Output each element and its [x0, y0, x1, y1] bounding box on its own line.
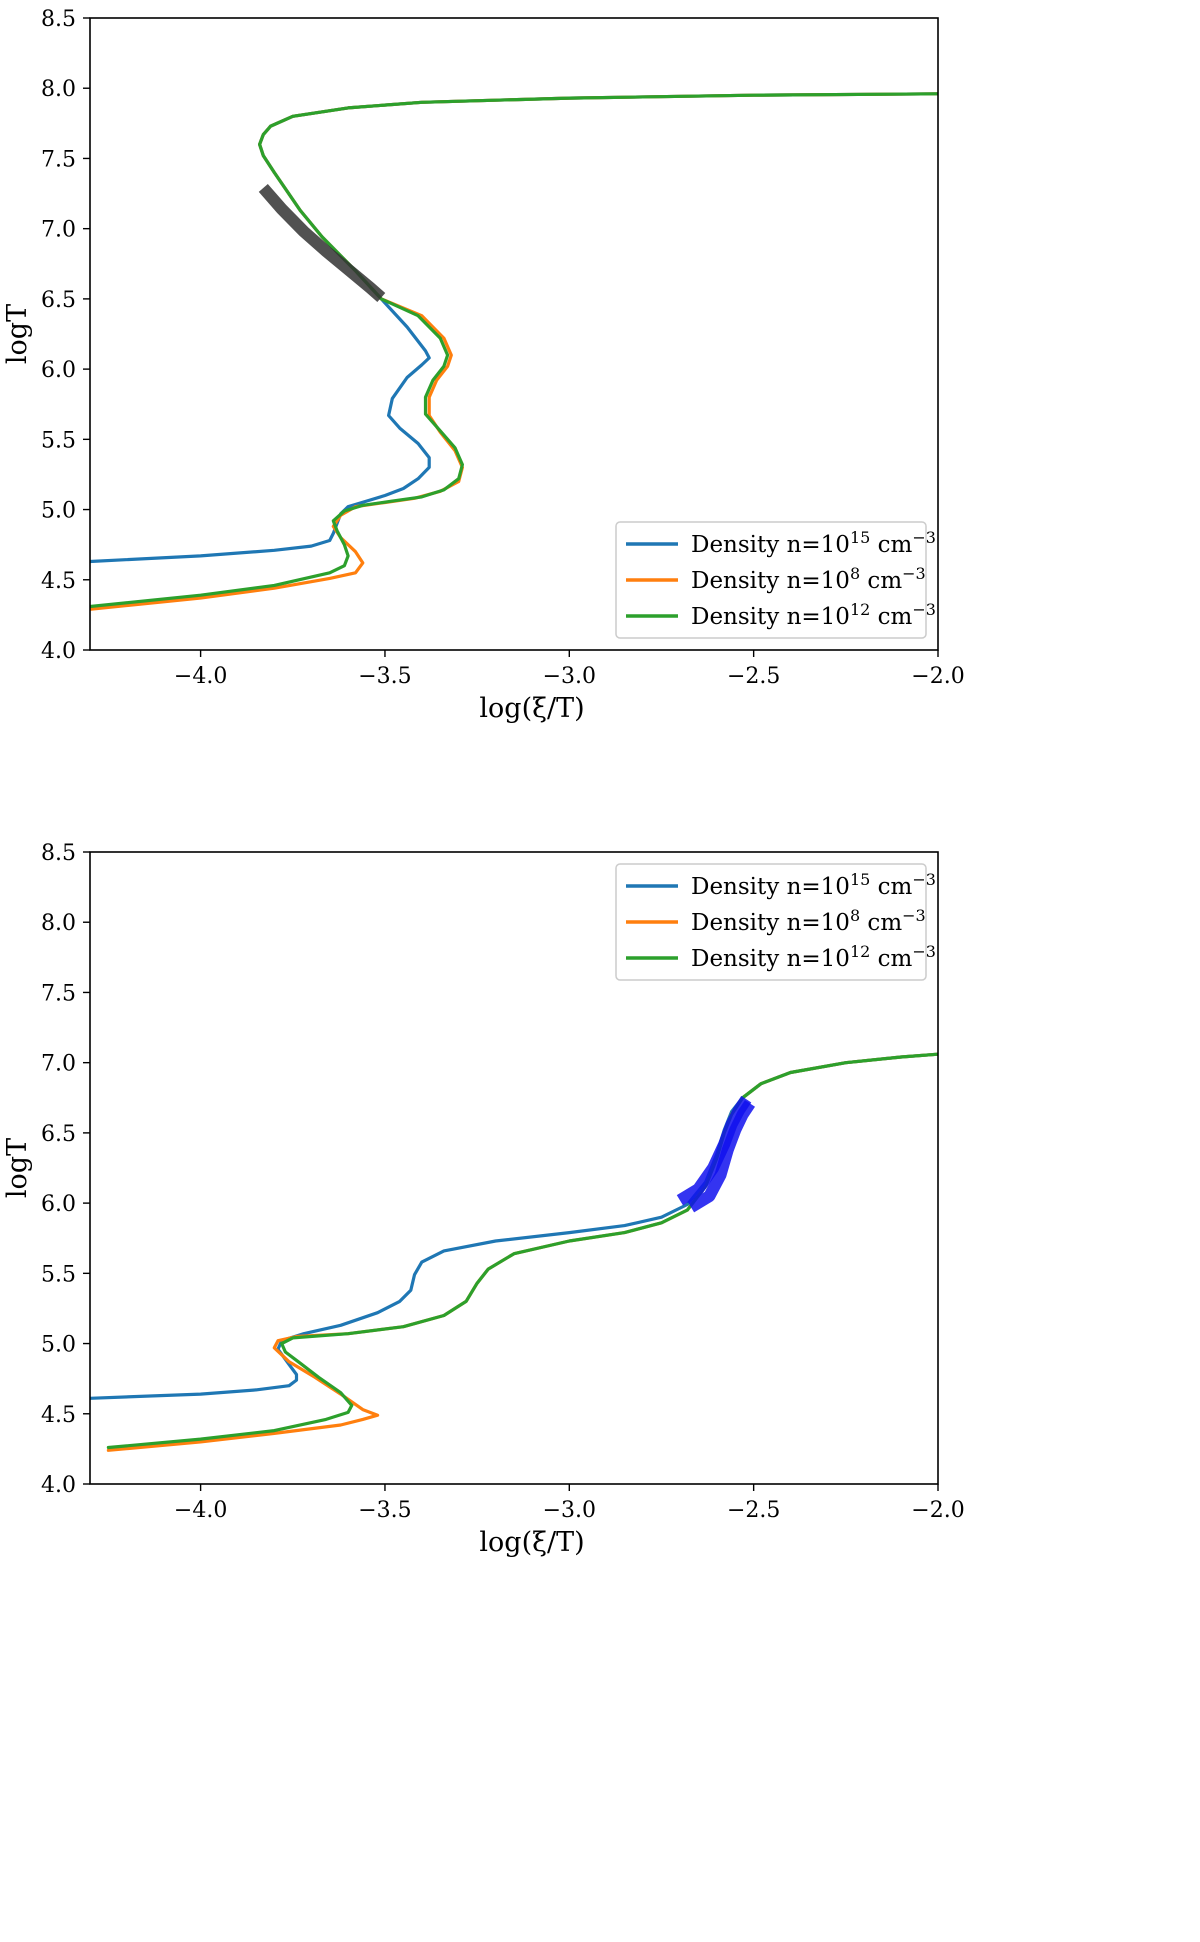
panel2-series-line-3 — [106, 1052, 938, 1450]
panel2-x-tick-label: −3.5 — [358, 1498, 411, 1523]
panel2-x-axis-label: log(ξ/T) — [479, 1527, 584, 1558]
panel2-series-group — [90, 1052, 938, 1452]
panel2-y-tick-label: 8.5 — [41, 841, 76, 866]
panel1-series-group — [90, 92, 938, 611]
panel1-y-tick-label: 6.5 — [41, 288, 76, 313]
panel2-y-tick-label: 7.0 — [41, 1052, 76, 1077]
panel2-y-tick-label: 6.0 — [41, 1192, 76, 1217]
panel2-y-tick-label: 6.5 — [41, 1122, 76, 1147]
panel1-legend: Density n=1015 cm−3 Density n=108 cm−3 Den… — [615, 521, 936, 639]
panel2-series-line-1 — [90, 1052, 938, 1400]
panel2-legend-label-2: Density n=108 cm−3 — [691, 906, 926, 937]
panel1-series-line-1 — [90, 92, 938, 564]
panel1-y-tick-label: 5.0 — [41, 499, 76, 524]
panel2-y-axis-label: logT — [2, 1138, 33, 1198]
panel1-y-tick-label: 7.0 — [41, 218, 76, 243]
panel2-legend-box — [615, 863, 927, 981]
panel2-x-tick-label: −2.0 — [911, 1498, 964, 1523]
panel2-y-tick-label: 7.5 — [41, 981, 76, 1006]
panel1-y-tick-label: 5.5 — [41, 428, 76, 453]
panel1-series-line-3 — [90, 92, 938, 609]
panel2-axes-frame — [89, 851, 939, 1485]
panel1-legend-box — [615, 521, 927, 639]
panel1-legend-label-1: Density n=1015 cm−3 — [691, 528, 936, 559]
panel1-x-axis-label: log(ξ/T) — [479, 693, 584, 724]
panel1-x-tick-label: −4.0 — [174, 664, 227, 689]
panel2-legend: Density n=1015 cm−3 Density n=108 cm−3 Den… — [615, 863, 936, 981]
panel1-x-tick-label: −3.0 — [543, 664, 596, 689]
panel1-x-tick-label: −2.5 — [727, 664, 780, 689]
panel2-highlight-segment-2 — [687, 1100, 756, 1213]
panel1-y-tick-label: 6.0 — [41, 358, 76, 383]
panel1-x-tick-label: −3.5 — [358, 664, 411, 689]
panel1-plot: −4.0 −3.5 −3.0 −2.5 −2.0 4.0 4.5 5.0 5.5 6.0 6.5 7.… — [2, 7, 965, 724]
panel2-y-tick-label: 5.5 — [41, 1262, 76, 1287]
panel1-y-tick-label: 4.0 — [41, 639, 76, 664]
panel1-legend-label-2: Density n=108 cm−3 — [691, 564, 926, 595]
panel1-y-axis-label: logT — [2, 304, 33, 364]
panel1-legend-label-3: Density n=1012 cm−3 — [691, 600, 936, 631]
panel1-y-tick-label: 7.5 — [41, 147, 76, 172]
panel1-y-tick-label: 8.0 — [41, 77, 76, 102]
panel2-y-tick-label: 4.0 — [41, 1473, 76, 1498]
panel2-legend-label-1: Density n=1015 cm−3 — [691, 870, 936, 901]
panel1-highlight-segment-1 — [258, 183, 386, 302]
panel2-x-tick-label: −2.5 — [727, 1498, 780, 1523]
panel1-x-tick-label: −2.0 — [911, 664, 964, 689]
panel2-y-tick-label: 4.5 — [41, 1403, 76, 1428]
panel1-y-tick-label: 8.5 — [41, 7, 76, 32]
panel1-axes-frame — [89, 17, 939, 651]
panel2-y-tick-label: 5.0 — [41, 1333, 76, 1358]
panel2-x-tick-label: −3.0 — [543, 1498, 596, 1523]
panel2-legend-label-3: Density n=1012 cm−3 — [691, 942, 936, 973]
panel1-y-tick-label: 4.5 — [41, 569, 76, 594]
panel2-x-tick-label: −4.0 — [174, 1498, 227, 1523]
panel2-y-tick-label: 8.0 — [41, 911, 76, 936]
panel2-plot: −4.0 −3.5 −3.0 −2.5 −2.0 4.0 4.5 5.0 5.5 6.0 6.5 7.… — [2, 841, 965, 1558]
